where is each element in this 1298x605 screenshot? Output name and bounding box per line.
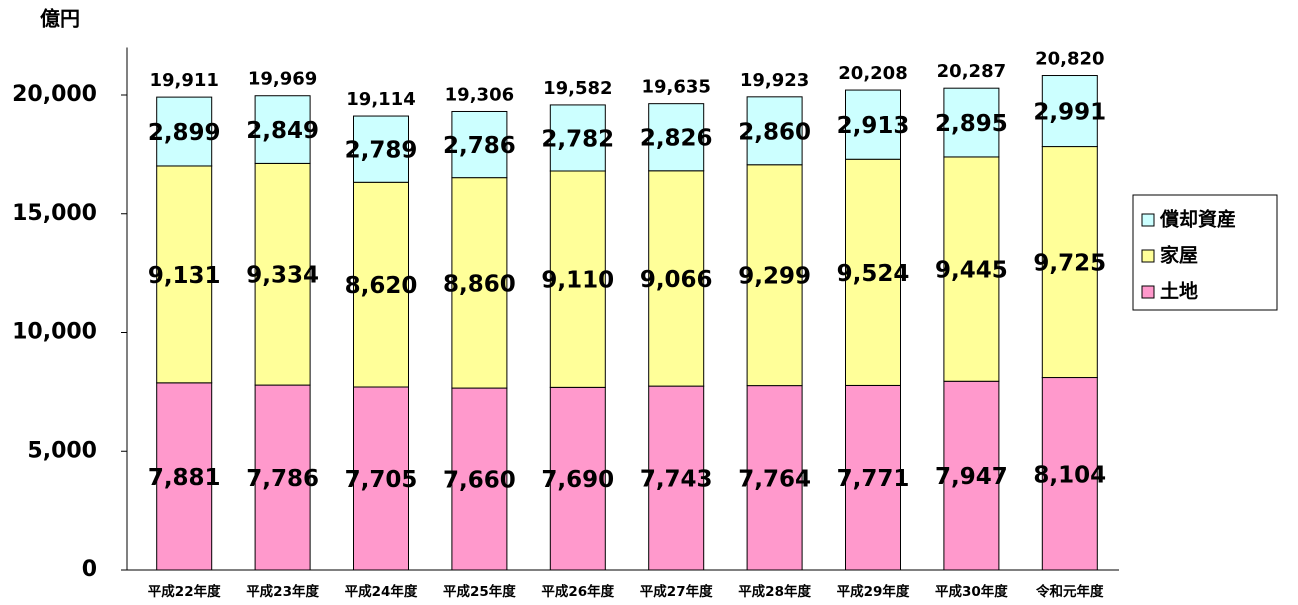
- bar-segment: [549, 104, 606, 172]
- y-tick-label: 0: [82, 557, 97, 582]
- value-label: 9,066: [640, 267, 713, 293]
- value-label: 8,104: [1033, 462, 1106, 488]
- total-label: 20,208: [838, 63, 907, 84]
- value-label: 8,860: [443, 271, 516, 297]
- value-label: 7,771: [837, 466, 910, 492]
- bar-segment: [451, 177, 508, 389]
- total-label: 19,306: [445, 84, 514, 105]
- x-tick-label: 平成26年度: [541, 583, 614, 600]
- value-label: 7,881: [148, 465, 221, 491]
- bar-segment: [1041, 75, 1098, 148]
- value-label: 2,782: [541, 126, 614, 152]
- value-label: 7,947: [935, 464, 1008, 490]
- legend-box: [1132, 194, 1278, 311]
- legend-label: 家屋: [1160, 244, 1198, 267]
- bar-segment: [254, 95, 311, 164]
- legend-label: 償却資産: [1159, 208, 1236, 231]
- value-label: 9,725: [1033, 251, 1106, 277]
- legend-swatch: [1141, 249, 1155, 263]
- y-unit: 億円: [40, 7, 80, 31]
- bar-segment: [254, 162, 311, 386]
- legend-swatch: [1141, 285, 1155, 299]
- total-label: 19,635: [641, 77, 710, 98]
- x-tick-label: 平成24年度: [345, 583, 418, 600]
- bar-segment: [549, 386, 606, 571]
- bar-segment: [549, 170, 606, 388]
- value-label: 9,110: [541, 268, 614, 294]
- x-tick-label: 平成27年度: [640, 583, 713, 600]
- bar-segment: [648, 103, 705, 172]
- value-label: 2,991: [1033, 100, 1106, 126]
- bar-segment: [1041, 377, 1098, 571]
- bar-segment: [648, 170, 705, 387]
- value-label: 9,524: [837, 261, 910, 287]
- value-label: 9,131: [148, 263, 221, 289]
- value-label: 2,789: [345, 138, 418, 164]
- value-label: 7,660: [443, 468, 516, 494]
- bar-segment: [254, 384, 311, 571]
- legend-swatch: [1141, 213, 1155, 227]
- value-label: 7,764: [738, 466, 811, 492]
- bar-segment: [648, 385, 705, 571]
- bar-segment: [353, 115, 409, 183]
- value-label: 2,826: [640, 126, 713, 152]
- value-label: 7,786: [246, 466, 319, 492]
- y-tick-label: 10,000: [12, 320, 97, 345]
- y-tick-label: 5,000: [27, 438, 97, 463]
- bar-segment: [845, 158, 901, 386]
- value-label: 8,620: [345, 273, 418, 299]
- total-label: 20,820: [1035, 49, 1104, 70]
- bar-segment: [156, 382, 213, 571]
- bar-segment: [156, 165, 213, 384]
- bar-segment: [353, 386, 409, 571]
- value-label: 2,860: [738, 119, 811, 145]
- value-label: 2,849: [246, 118, 319, 144]
- bar-segment: [943, 87, 1000, 158]
- value-label: 9,299: [738, 264, 811, 290]
- y-tick-label: 15,000: [12, 201, 97, 226]
- total-label: 19,582: [543, 78, 612, 99]
- x-tick-label: 令和元年度: [1035, 583, 1104, 600]
- x-tick-label: 平成23年度: [246, 583, 319, 600]
- x-tick-label: 平成22年度: [148, 583, 221, 600]
- value-label: 9,445: [935, 258, 1008, 284]
- bar-segment: [353, 181, 409, 388]
- x-tick-label: 平成25年度: [443, 583, 516, 600]
- value-label: 7,743: [640, 467, 713, 493]
- value-label: 9,334: [246, 263, 319, 289]
- value-label: 7,690: [541, 467, 614, 493]
- total-label: 19,923: [740, 70, 809, 91]
- bar-segment: [746, 164, 803, 387]
- total-label: 20,287: [937, 61, 1006, 82]
- x-tick-label: 平成28年度: [738, 583, 811, 600]
- value-label: 2,913: [837, 113, 910, 139]
- bar-segment: [156, 96, 213, 167]
- x-tick-label: 平成30年度: [935, 583, 1008, 600]
- bar-segment: [943, 380, 1000, 571]
- bar-segment: [1041, 146, 1098, 379]
- value-label: 2,786: [443, 133, 516, 159]
- value-label: 2,895: [935, 111, 1008, 137]
- value-label: 2,899: [148, 120, 221, 146]
- total-label: 19,114: [346, 89, 415, 110]
- bar-segment: [845, 89, 901, 160]
- x-tick-label: 平成29年度: [837, 583, 910, 600]
- bar-segment: [746, 96, 803, 166]
- bar-segment: [451, 387, 508, 571]
- bar-segment: [451, 110, 508, 179]
- bar-segment: [845, 384, 901, 571]
- legend-label: 土地: [1160, 280, 1198, 303]
- y-tick-label: 20,000: [12, 82, 97, 107]
- total-label: 19,911: [149, 70, 218, 91]
- total-label: 19,969: [248, 69, 317, 90]
- value-label: 7,705: [345, 467, 418, 493]
- bar-segment: [746, 385, 803, 571]
